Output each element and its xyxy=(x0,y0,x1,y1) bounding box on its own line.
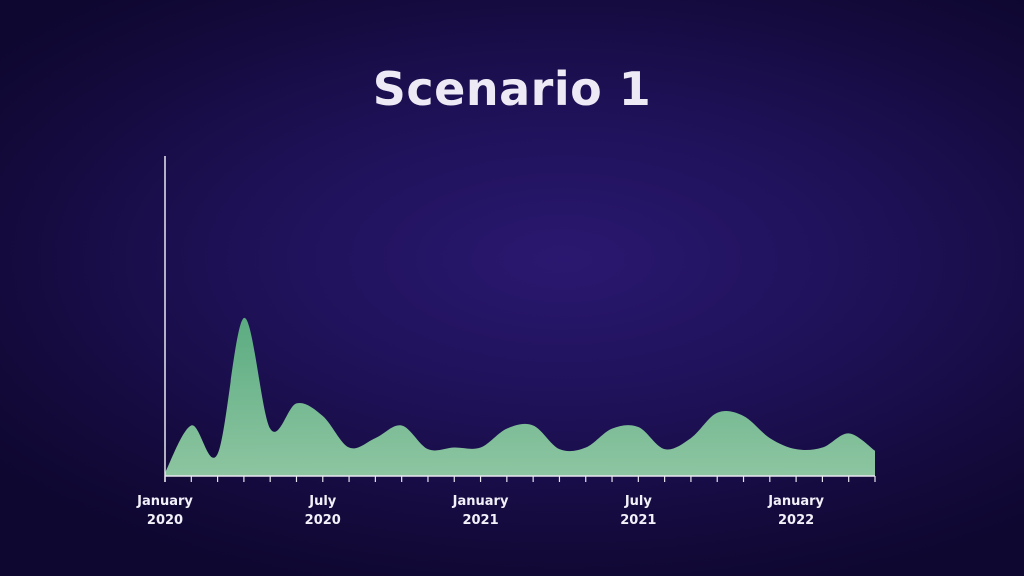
x-tick-label-month: January xyxy=(452,494,509,509)
x-tick-label-year: 2021 xyxy=(462,513,498,528)
x-tick-label-year: 2020 xyxy=(305,513,341,528)
chart-title: Scenario 1 xyxy=(372,62,652,116)
x-tick-label-year: 2020 xyxy=(147,513,183,528)
tick-label-layer: January 2020 July 2020 January 2021 July 2021 Ja… xyxy=(136,494,824,528)
axis-layer xyxy=(164,156,876,482)
x-tick-label-month: January xyxy=(767,494,824,509)
x-tick-label-month: July xyxy=(624,494,653,509)
area-layer xyxy=(165,317,875,476)
series-area xyxy=(165,317,875,476)
x-tick-label-month: January xyxy=(136,494,193,509)
x-tick-label-month: July xyxy=(308,494,337,509)
x-tick-label-year: 2021 xyxy=(620,513,656,528)
x-tick-label-year: 2022 xyxy=(778,513,814,528)
